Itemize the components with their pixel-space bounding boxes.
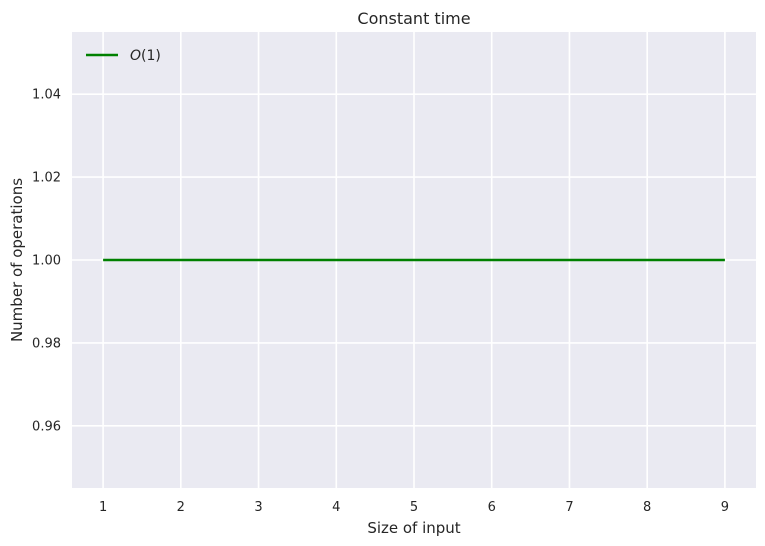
- x-tick-label: 4: [332, 500, 340, 515]
- legend-label-prefix: O: [130, 48, 141, 64]
- x-tick-label: 7: [565, 500, 573, 515]
- legend-label-suffix: (1): [141, 48, 161, 64]
- y-tick-label: 1.02: [32, 171, 61, 186]
- y-tick-label: 1.00: [32, 254, 61, 269]
- x-axis-ticks: 1 2 3 4 5 6 7 8 9: [99, 500, 729, 515]
- x-tick-label: 5: [410, 500, 418, 515]
- x-tick-label: 1: [99, 500, 107, 515]
- x-tick-label: 6: [488, 500, 496, 515]
- y-axis-label: Number of operations: [8, 178, 26, 342]
- legend: O(1): [86, 48, 161, 64]
- y-axis-ticks: 0.96 0.98 1.00 1.02 1.04: [32, 88, 61, 435]
- y-tick-label: 0.98: [32, 336, 61, 351]
- chart-title: Constant time: [357, 9, 470, 28]
- x-tick-label: 2: [177, 500, 185, 515]
- x-tick-label: 9: [721, 500, 729, 515]
- legend-label-o1: O(1): [130, 48, 161, 64]
- y-tick-label: 1.04: [32, 88, 61, 103]
- y-tick-label: 0.96: [32, 419, 61, 434]
- x-tick-label: 8: [643, 500, 651, 515]
- x-axis-label: Size of input: [367, 519, 460, 537]
- x-tick-label: 3: [254, 500, 262, 515]
